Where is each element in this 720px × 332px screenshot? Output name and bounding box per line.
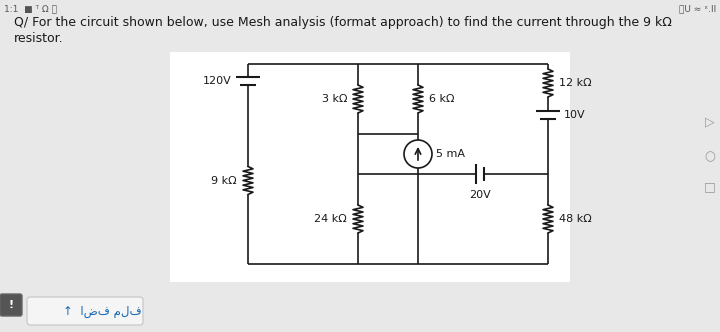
Text: 9 kΩ: 9 kΩ (212, 176, 237, 186)
FancyBboxPatch shape (27, 297, 143, 325)
Text: ○: ○ (705, 150, 716, 163)
Text: □: □ (704, 181, 716, 194)
Text: 6 kΩ: 6 kΩ (429, 94, 454, 104)
Text: 10V: 10V (564, 110, 585, 120)
Text: 1:1  ■ ᵀ Ω ⓘ: 1:1 ■ ᵀ Ω ⓘ (4, 4, 57, 13)
Text: ▷: ▷ (705, 116, 715, 128)
Bar (170, 52, 570, 282)
Text: 12 kΩ: 12 kΩ (559, 78, 592, 88)
Text: 5 mA: 5 mA (436, 149, 465, 159)
Text: !: ! (9, 300, 14, 310)
Text: 120V: 120V (203, 75, 232, 86)
Text: 24 kΩ: 24 kΩ (314, 214, 347, 224)
Text: ↑  اضف ملف: ↑ اضف ملف (63, 304, 142, 317)
FancyBboxPatch shape (0, 294, 22, 316)
Text: 48 kΩ: 48 kΩ (559, 214, 592, 224)
Text: Q/ For the circuit shown below, use Mesh analysis (format approach) to find the : Q/ For the circuit shown below, use Mesh… (14, 16, 672, 29)
Text: 20V: 20V (469, 190, 491, 200)
Text: ⧉U ≈ ˣ.ll: ⧉U ≈ ˣ.ll (679, 4, 716, 13)
Text: 3 kΩ: 3 kΩ (322, 94, 347, 104)
Text: resistor.: resistor. (14, 32, 63, 45)
